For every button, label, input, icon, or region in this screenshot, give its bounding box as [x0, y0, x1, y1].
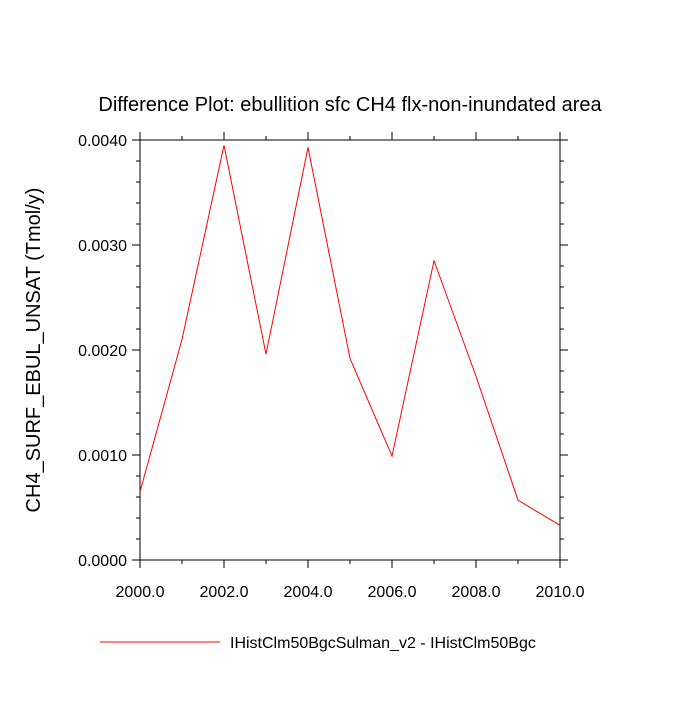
y-tick-label: 0.0000	[78, 553, 127, 570]
series-line	[139, 145, 561, 526]
y-tick-label: 0.0020	[78, 343, 127, 360]
legend-label: IHistClm50BgcSulman_v2 - IHistClm50Bgc	[230, 635, 536, 652]
axes: 2000.0 2002.0 2004.0 2006.0 2008.0 2010.0 0.00…	[78, 132, 585, 601]
y-tick-label: 0.0040	[78, 133, 127, 150]
x-tick-label: 2010.0	[536, 584, 585, 601]
y-axis-label: CH4_SURF_EBUL_UNSAT (Tmol/y)	[23, 188, 45, 513]
chart-title: Difference Plot: ebullition sfc CH4 flx-…	[98, 94, 602, 116]
series-layer	[139, 145, 561, 526]
x-tick-label: 2004.0	[284, 584, 333, 601]
x-tick-label: 2002.0	[200, 584, 249, 601]
y-tick-label: 0.0010	[78, 448, 127, 465]
y-tick-label: 0.0030	[78, 238, 127, 255]
x-tick-label: 2008.0	[452, 584, 501, 601]
x-tick-label: 2006.0	[368, 584, 417, 601]
legend: IHistClm50BgcSulman_v2 - IHistClm50Bgc	[100, 635, 536, 652]
plot-frame	[139, 139, 561, 561]
x-tick-label: 2000.0	[116, 584, 165, 601]
